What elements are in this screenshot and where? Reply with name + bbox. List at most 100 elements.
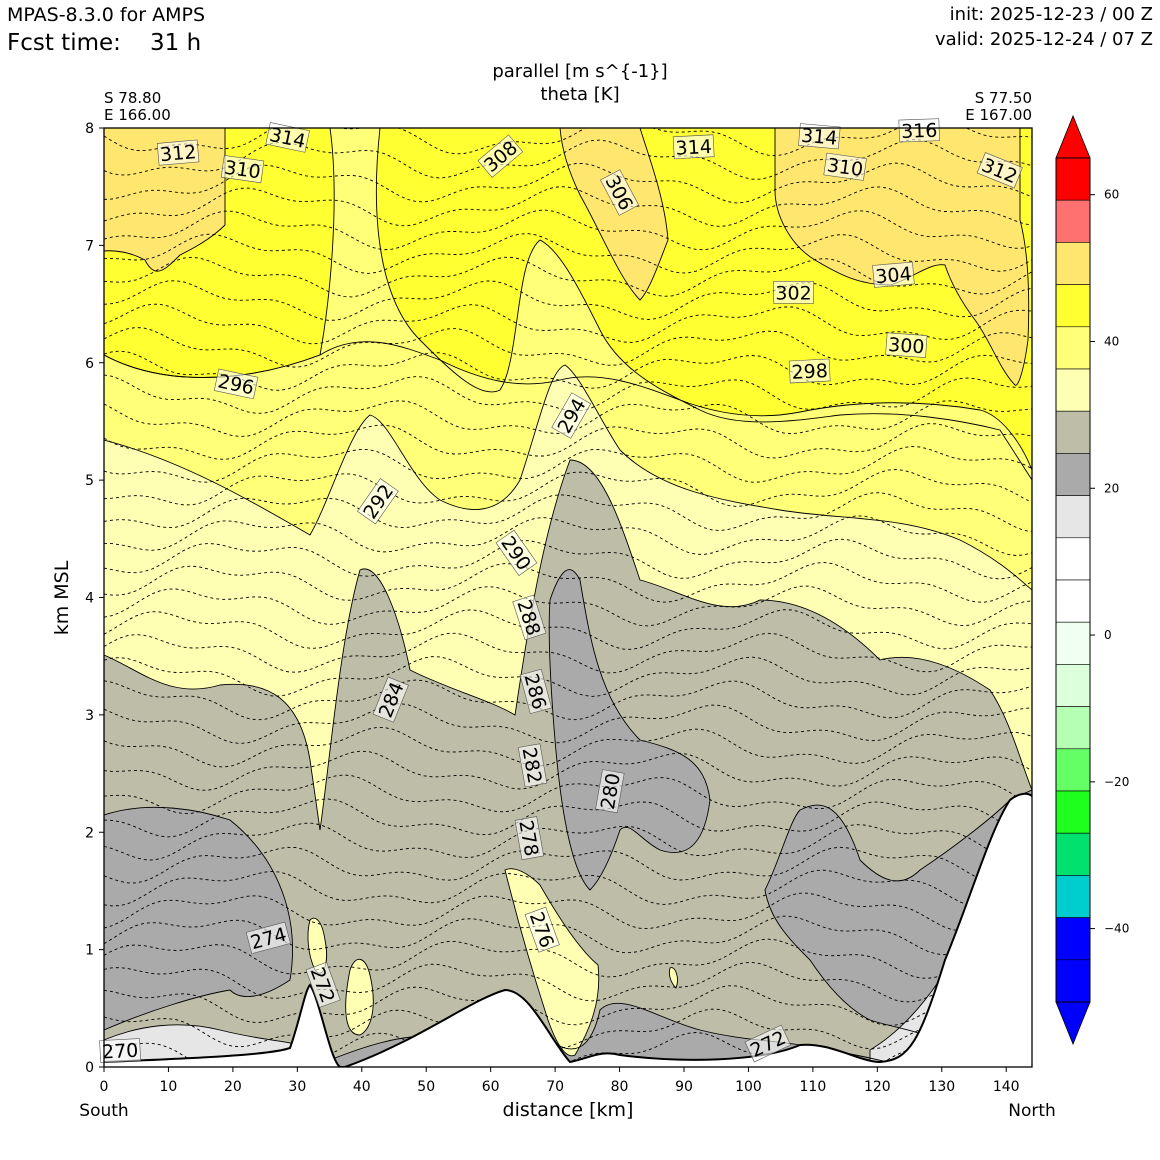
theta-label: 282: [517, 743, 548, 788]
theta-isoline: [104, 750, 1032, 791]
theta-label-box: [798, 123, 841, 150]
theta-label-box: [600, 169, 640, 216]
theta-isoline: [104, 869, 1032, 908]
fill-band-15-20: [104, 807, 293, 1030]
colorbar-swatch: [1055, 326, 1091, 370]
colorbar-swatch: [1055, 157, 1091, 201]
wind-contour-line: [559, 128, 669, 301]
theta-isoline: [104, 892, 1032, 932]
theta-label-box: [213, 368, 259, 400]
right-latitude: S 77.50: [974, 89, 1032, 107]
x-axis-label: distance [km]: [502, 1099, 634, 1121]
colorbar-swatch: [1055, 664, 1091, 707]
wind-contour-line: [548, 569, 711, 891]
colorbar-swatch: [1055, 579, 1091, 623]
left-longitude: E 166.00: [104, 106, 171, 124]
theta-label-box: [477, 134, 524, 178]
theta-label: 314: [798, 123, 841, 150]
theta-label: 314: [672, 134, 715, 160]
theta-isoline: [104, 400, 1032, 437]
theta-label-box: [517, 743, 548, 788]
theta-label-text: 314: [675, 136, 712, 160]
wind-contour-line: [774, 128, 1030, 386]
theta-label-text: 310: [825, 154, 864, 181]
fill-band-40-45: [104, 128, 225, 272]
fill-band-25-30: [307, 918, 327, 974]
theta-label-box: [99, 1038, 141, 1063]
y-tick-label: 3: [85, 708, 94, 724]
colorbar-swatch: [1055, 284, 1091, 328]
colorbar-tick-label: −20: [1104, 775, 1129, 789]
theta-label-text: 316: [901, 120, 938, 143]
theta-label-text: 312: [159, 141, 197, 166]
colorbar-swatch: [1055, 959, 1091, 1003]
colorbar-extend-top: [1055, 114, 1091, 159]
theta-label: 312: [156, 139, 200, 166]
x-tick-label: 80: [611, 1079, 629, 1095]
colorbar-swatch: [1055, 199, 1091, 243]
colorbar-swatch: [1055, 242, 1091, 285]
theta-label: 304: [872, 261, 915, 288]
wind-contour-line: [104, 128, 226, 272]
colorbar-swatch: [1055, 537, 1091, 581]
x-tick-label: 140: [993, 1079, 1020, 1095]
theta-label: 274: [245, 921, 291, 954]
theta-label-box: [788, 358, 831, 384]
fill-band-40-45: [775, 128, 1029, 386]
colorbar-swatch: [1055, 495, 1091, 539]
theta-label-box: [551, 392, 592, 439]
left-latitude: S 78.80: [104, 89, 162, 107]
theta-label-text: 310: [223, 157, 262, 184]
theta-isoline: [104, 1008, 1032, 1050]
x-tick-label: 40: [353, 1079, 371, 1095]
theta-isoline: [104, 822, 1032, 861]
theta-label-box: [885, 332, 928, 358]
colorbar-swatch: [1055, 832, 1091, 876]
theta-label-text: 314: [800, 125, 838, 150]
theta-isoline: [104, 492, 1032, 533]
theta-label-box: [898, 118, 940, 143]
theta-label-box: [823, 152, 867, 181]
theta-label-box: [744, 1024, 791, 1063]
chart-subtitle: theta [K]: [540, 84, 620, 105]
theta-label-box: [372, 676, 409, 723]
colorbar-swatch: [1055, 748, 1091, 792]
theta-label: 316: [898, 118, 940, 143]
theta-isoline: [104, 280, 1032, 321]
y-tick-label: 7: [85, 238, 94, 254]
wind-contour-line: [104, 364, 1032, 1067]
theta-label: 310: [220, 155, 265, 184]
x-tick-label: 20: [224, 1079, 242, 1095]
theta-label-box: [524, 906, 560, 953]
x-tick-label: 110: [800, 1079, 827, 1095]
colorbar-extend-bottom: [1055, 1001, 1091, 1046]
y-tick-label: 5: [85, 473, 94, 489]
x-tick-label: 30: [288, 1079, 306, 1095]
theta-isoline: [104, 585, 1032, 627]
terrain-fill: [104, 793, 1032, 1067]
wind-contour-line: [104, 806, 293, 1031]
colorbar-frame: [1055, 157, 1091, 1003]
right-longitude: E 167.00: [965, 106, 1032, 124]
x-tick-label: 10: [160, 1079, 178, 1095]
theta-isoline: [104, 562, 1032, 603]
theta-isoline: [104, 233, 1032, 274]
theta-isoline: [104, 256, 1032, 298]
theta-label-box: [305, 961, 341, 1008]
theta-label-box: [495, 529, 538, 577]
theta-label-box: [976, 152, 1023, 189]
theta-label: 302: [773, 281, 814, 304]
theta-isoline: [104, 915, 1032, 956]
theta-label-box: [265, 122, 310, 153]
colorbar-swatch: [1055, 410, 1091, 454]
south-label: South: [79, 1101, 129, 1121]
colorbar-swatch: [1055, 706, 1091, 750]
theta-isoline: [104, 727, 1032, 768]
colorbar-tick-label: −40: [1104, 922, 1129, 936]
theta-isoline: [104, 446, 1032, 483]
theta-label-text: 302: [775, 282, 811, 304]
theta-label-text: 304: [875, 263, 913, 288]
y-tick-label: 8: [85, 121, 94, 137]
theta-label-text: 300: [887, 334, 925, 358]
